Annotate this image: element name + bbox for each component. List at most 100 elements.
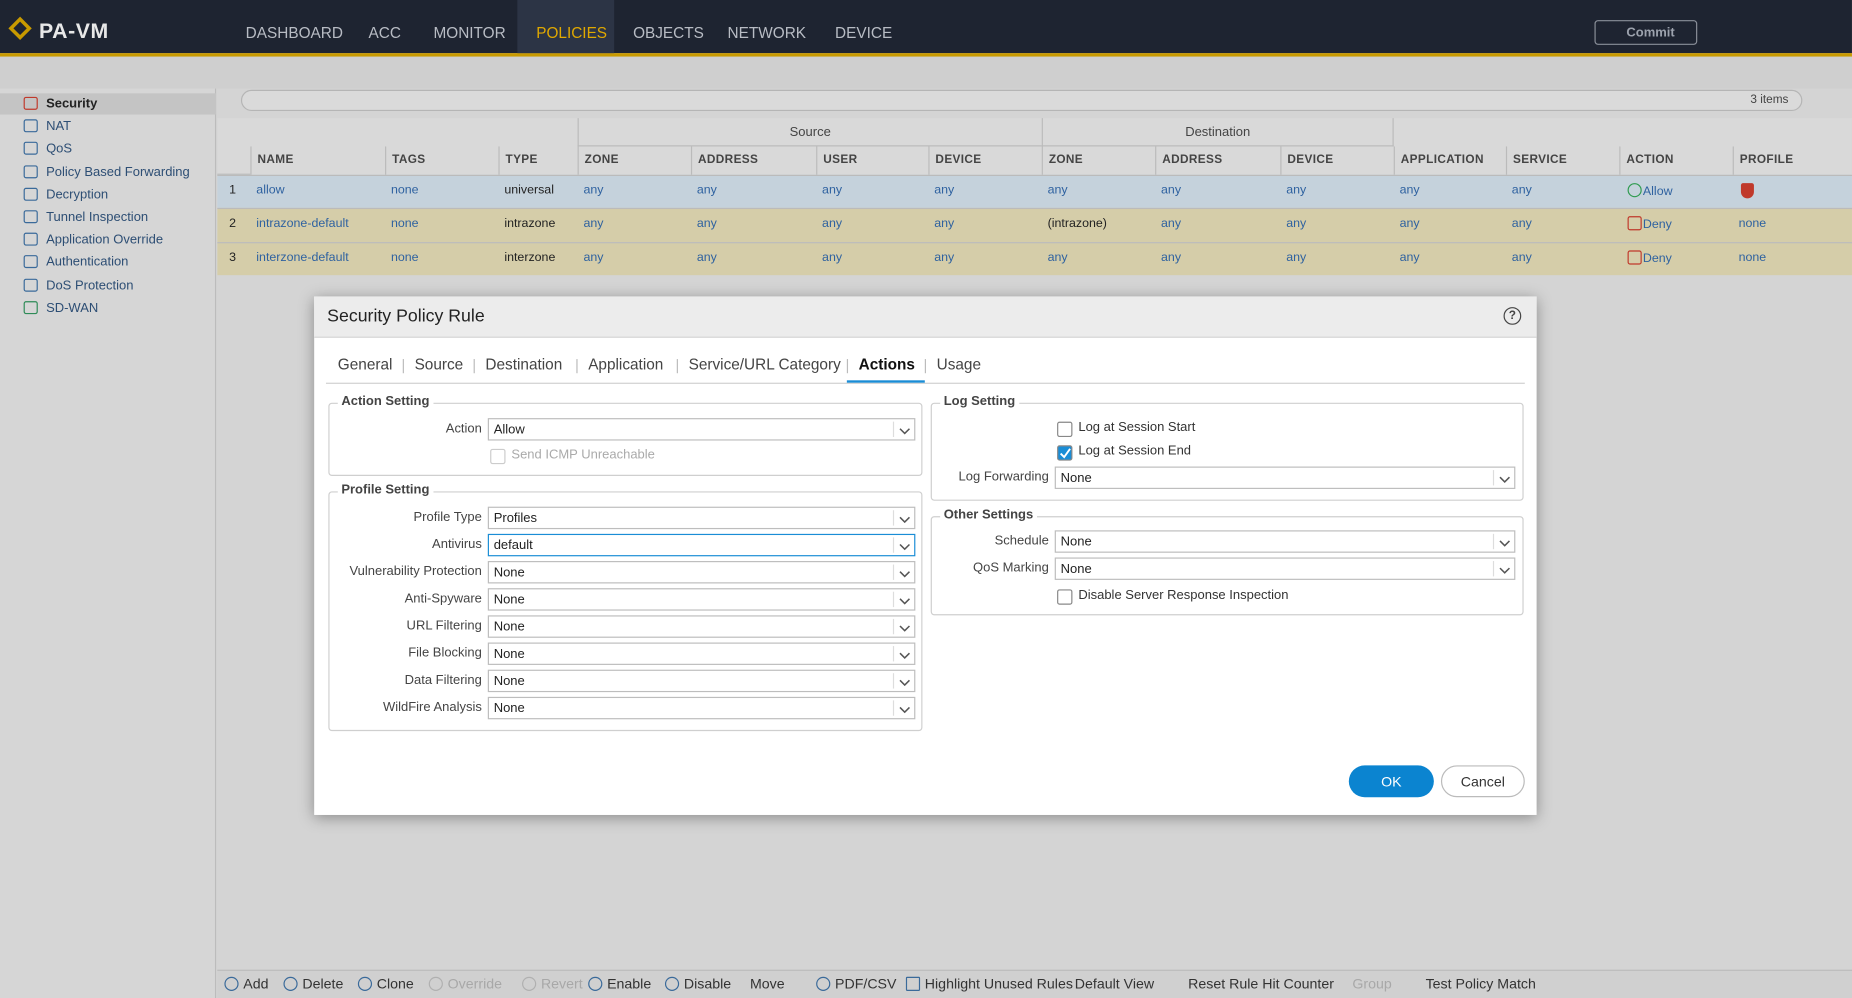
tab[interactable]: General [337,355,393,374]
column-header[interactable]: DEVICE [928,146,1041,175]
select[interactable]: None [487,588,916,611]
checkbox[interactable] [1057,421,1073,438]
sidebar-item[interactable]: Authentication [46,255,129,270]
column-header[interactable]: USER [816,146,928,175]
bottom-toolbar [217,969,1852,998]
tab[interactable]: Service/URL Category [688,355,841,374]
sidebar-item[interactable]: Tunnel Inspection [46,210,149,225]
table-row[interactable] [217,242,1852,276]
column-header[interactable]: TAGS [385,146,498,175]
toolbar-button[interactable]: Move [749,975,785,993]
nav-item[interactable]: NETWORK [727,23,807,42]
select[interactable]: None [1054,557,1516,580]
toolbar-icon [588,976,603,991]
select[interactable]: None [487,615,916,638]
commit-button[interactable]: Commit [1594,20,1698,45]
sidebar-icon [23,119,38,133]
toolbar-button[interactable]: Revert [540,975,583,993]
toolbar-button[interactable]: Clone [376,975,414,993]
table-cell: any [1399,250,1420,265]
sidebar-item[interactable]: SD-WAN [46,300,99,316]
column-header[interactable]: ADDRESS [1155,146,1280,175]
sidebar-item[interactable]: Decryption [46,187,109,202]
checkbox[interactable] [1057,589,1073,605]
nav-item[interactable]: ACC [368,23,401,42]
column-header[interactable]: TYPE [498,146,577,175]
nav-item[interactable]: DASHBOARD [245,23,343,42]
toolbar-button[interactable]: Disable [683,975,732,993]
table-cell: any [583,216,604,231]
table-cell: any [934,216,955,231]
fieldset-title: Other Settings [940,507,1037,523]
toolbar-button[interactable]: PDF/CSV [835,975,897,993]
tab[interactable]: Application [588,355,664,374]
select[interactable]: None [487,696,916,720]
select[interactable]: Allow [487,418,916,441]
sidebar-item[interactable]: Application Override [46,232,164,248]
sidebar-item[interactable]: Security [46,96,98,112]
nav-item[interactable]: DEVICE [835,23,893,42]
select[interactable]: None [1054,466,1516,489]
select-divider [892,537,895,553]
search-bar[interactable] [240,89,1803,112]
fieldset [328,491,923,732]
column-header[interactable]: DEVICE [1280,146,1393,175]
fieldset-title: Action Setting [337,394,433,409]
dialog-title-bar [314,296,1537,338]
table-row[interactable] [217,174,1852,208]
tab[interactable]: Destination [485,355,563,374]
column-header[interactable]: ZONE [577,146,691,175]
nav-item[interactable]: MONITOR [433,23,506,42]
toolbar-button[interactable]: Override [447,975,502,993]
sidebar-item[interactable]: NAT [46,119,72,134]
toolbar-button[interactable]: Reset Rule Hit Counter [1188,975,1334,993]
column-header[interactable]: SERVICE [1505,146,1619,175]
toolbar-button[interactable]: Add [243,975,269,993]
ok-button[interactable]: OK [1348,765,1434,798]
select[interactable]: Profiles [487,506,916,530]
sub-bar [0,56,1852,89]
toolbar-button[interactable]: Group [1352,975,1392,993]
column-header[interactable]: NAME [250,146,385,175]
table-row[interactable] [217,207,1852,243]
table-cell: none [390,216,419,231]
fieldset-title: Profile Setting [337,483,433,498]
toolbar-button[interactable]: Delete [302,975,344,993]
select[interactable]: None [487,561,916,584]
action-icon [1627,183,1642,198]
column-header[interactable]: ZONE [1041,146,1155,175]
select[interactable]: default [487,533,916,557]
sidebar-icon [23,164,38,178]
toolbar-button[interactable]: Highlight Unused Rules [924,975,1073,993]
tab[interactable]: Usage [936,355,981,374]
table-cell: any [696,183,717,198]
column-header[interactable]: ADDRESS [690,146,816,175]
checkbox[interactable] [1057,445,1073,461]
sidebar-item[interactable]: Policy Based Forwarding [46,164,190,180]
toolbar-button[interactable]: Enable [607,975,652,993]
nav-item[interactable]: OBJECTS [633,23,704,42]
tab-separator [924,359,926,374]
nav-item[interactable]: POLICIES [536,23,608,42]
select[interactable]: None [487,642,916,665]
sidebar-icon [23,232,38,246]
toolbar-button[interactable]: Test Policy Match [1425,975,1536,993]
tab[interactable]: Actions [858,355,915,374]
column-header[interactable]: APPLICATION [1393,146,1506,175]
select[interactable]: None [1054,530,1516,553]
help-icon[interactable]: ? [1503,307,1522,325]
select[interactable]: None [487,669,916,693]
select-divider [892,591,895,608]
cancel-button[interactable]: Cancel [1440,765,1525,798]
select-divider [1492,533,1495,550]
checkbox-label: Send ICMP Unreachable [511,447,655,462]
table-cell: none [390,250,419,265]
column-header[interactable]: PROFILE [1732,146,1852,175]
sidebar-item[interactable]: QoS [46,142,73,157]
column-header[interactable]: ACTION [1619,146,1732,175]
tab[interactable]: Source [414,355,464,374]
sidebar-item[interactable]: DoS Protection [46,278,134,293]
checkbox[interactable] [490,448,506,465]
toolbar-button[interactable]: Default View [1074,975,1155,993]
